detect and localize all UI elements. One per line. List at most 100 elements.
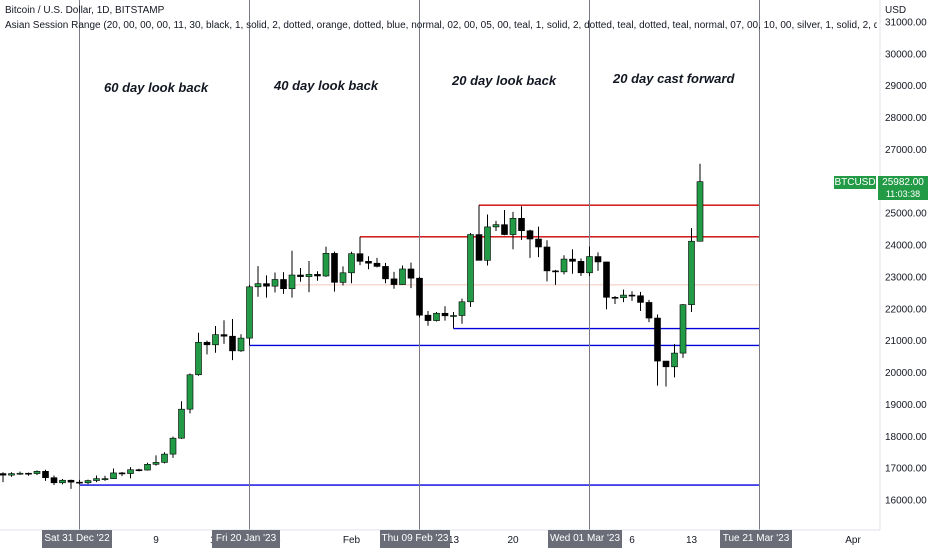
candle-body-up (144, 464, 151, 471)
candle (161, 452, 168, 464)
candle (25, 472, 32, 476)
candle (458, 298, 466, 324)
candle (288, 250, 296, 298)
candle-body-up (186, 374, 194, 410)
candle-body-up (348, 253, 355, 274)
candle (679, 304, 687, 358)
candle (237, 334, 245, 352)
candle (373, 257, 381, 268)
candle-body-down (594, 256, 602, 263)
candle-body-down (67, 479, 75, 483)
candle (203, 340, 211, 355)
candle-body-down (220, 334, 228, 337)
candle-body-up (467, 234, 474, 303)
candle (501, 210, 508, 236)
candle (450, 311, 457, 329)
candle (433, 311, 440, 322)
candle (441, 306, 449, 321)
candle-body-up (110, 472, 117, 479)
indicator-legend[interactable]: Asian Session Range (20, 00, 00, 00, 11,… (5, 20, 877, 31)
candle (246, 284, 253, 346)
candle (637, 291, 644, 312)
last-price-badge: 25982.00 (878, 176, 928, 189)
currency-label: USD (885, 5, 907, 16)
candle-body-down (424, 314, 432, 321)
candle (263, 275, 270, 298)
candle (212, 326, 219, 353)
candle (339, 266, 347, 286)
candle-body-down (118, 472, 126, 475)
time-markers (79, 0, 760, 530)
candle (280, 272, 287, 294)
candle (569, 249, 576, 274)
candle-body-up (152, 462, 160, 465)
candle-body-up (212, 334, 219, 346)
x-tick-label: 20 (507, 535, 519, 546)
y-tick-label: 23000.00 (885, 272, 927, 283)
candle-body-up (178, 408, 185, 439)
y-tick-label: 24000.00 (885, 241, 927, 252)
candle-body-down (365, 261, 372, 264)
candle (50, 475, 58, 486)
y-tick-label: 25000.00 (885, 209, 927, 220)
candle-body-down (662, 360, 670, 368)
candle-body-down (50, 477, 58, 484)
candle-body-up (492, 224, 500, 228)
candle (101, 475, 109, 481)
candle (59, 478, 66, 485)
candle-body-down (314, 274, 321, 277)
y-tick-label: 20000.00 (885, 368, 927, 379)
candle-body-up (237, 337, 245, 352)
candle-body-up (433, 312, 440, 321)
candle (552, 269, 559, 285)
candle (229, 318, 236, 361)
candle (8, 472, 15, 477)
candle (688, 228, 695, 312)
y-tick-label: 27000.00 (885, 145, 927, 156)
candle (535, 226, 542, 258)
candle (271, 272, 279, 293)
candle-body-up (679, 304, 687, 354)
price-axis[interactable]: 16000.00 17000.00 18000.00 19000.00 20000.00… (879, 0, 927, 530)
candle (178, 401, 185, 439)
candle-body-down (373, 262, 381, 267)
candle (220, 320, 228, 344)
candle-body-up (59, 479, 66, 484)
date-tag-1: Fri 20 Jan '23 (212, 530, 280, 548)
candle-body-up (101, 478, 109, 480)
date-tag-4: Tue 21 Mar '23 (720, 530, 792, 548)
candle-body-up (271, 279, 279, 287)
annotation-40-day: 40 day look back (274, 78, 379, 93)
x-tick-label: Feb (343, 535, 361, 546)
candle-body-up (586, 256, 593, 274)
candle (144, 462, 151, 471)
candle-body-down (135, 469, 143, 472)
candle (152, 455, 160, 466)
candle-body-up (484, 226, 491, 261)
candle (135, 468, 143, 472)
candle-body-down (526, 230, 534, 240)
candle-body-down (475, 234, 483, 261)
y-tick-label: 17000.00 (885, 464, 927, 475)
candle (169, 436, 177, 458)
date-tag-0: Sat 31 Dec '22 (42, 530, 112, 548)
candle (195, 332, 202, 376)
candle (76, 479, 83, 485)
annotation-20-day-back: 20 day look back (452, 73, 557, 88)
candle-countdown: 11:03:38 (878, 189, 928, 200)
candle-body-up (169, 437, 177, 455)
candle-body-up (458, 301, 466, 316)
candle (322, 246, 330, 277)
candle-body-down (654, 317, 661, 362)
candle (492, 220, 500, 232)
candle-body-down (603, 261, 610, 298)
candle-body-up (84, 480, 92, 484)
candle (467, 232, 474, 307)
candles (0, 163, 704, 489)
candle (314, 271, 321, 281)
candle (365, 256, 372, 270)
candle (331, 251, 338, 292)
candle-body-up (33, 471, 41, 474)
candle-body-down (535, 238, 542, 248)
candle-body-down (543, 246, 551, 272)
